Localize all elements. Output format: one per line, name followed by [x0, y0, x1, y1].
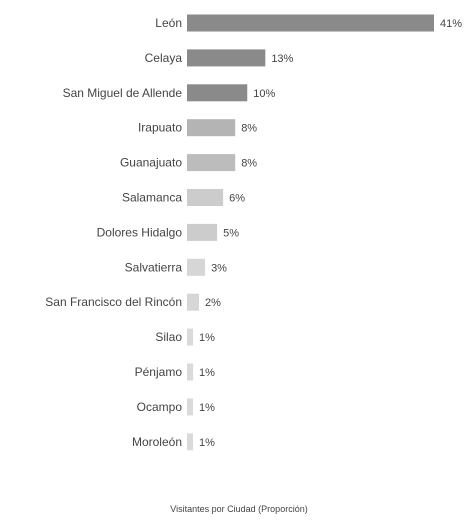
bar — [187, 433, 194, 451]
value-label: 1% — [199, 437, 215, 449]
bar — [187, 49, 266, 67]
x-axis-label: Visitantes por Ciudad (Proporción) — [170, 504, 307, 514]
category-label: San Francisco del Rincón — [45, 295, 182, 309]
value-label: 1% — [199, 332, 215, 344]
bar — [187, 84, 248, 102]
category-label: León — [155, 16, 182, 30]
bar — [187, 223, 218, 241]
bar — [187, 258, 206, 276]
category-label: Celaya — [145, 51, 183, 65]
bar — [187, 14, 434, 32]
bars-layer: León 41% Celaya 13% San Miguel de Allende 10%… — [45, 14, 462, 451]
bar — [187, 363, 194, 381]
category-label: Dolores Hidalgo — [97, 225, 183, 239]
value-label: 1% — [199, 367, 215, 379]
category-label: Moroleón — [132, 435, 182, 449]
value-label: 2% — [205, 297, 221, 309]
value-label: 3% — [211, 262, 227, 274]
category-label: Guanajuato — [120, 156, 182, 170]
value-label: 5% — [223, 227, 239, 239]
bar — [187, 328, 194, 346]
category-label: Irapuato — [138, 121, 182, 135]
bar — [187, 119, 236, 137]
value-label: 10% — [253, 88, 275, 100]
category-label: Pénjamo — [135, 365, 183, 379]
category-label: Salamanca — [122, 191, 182, 205]
value-label: 1% — [199, 402, 215, 414]
value-label: 41% — [440, 18, 462, 30]
bar — [187, 189, 224, 206]
bar — [187, 398, 194, 416]
bar — [187, 293, 200, 311]
category-label: San Miguel de Allende — [63, 86, 183, 100]
category-label: Salvatierra — [125, 260, 183, 274]
value-label: 8% — [241, 123, 257, 135]
value-label: 8% — [241, 158, 257, 170]
bar — [187, 154, 236, 172]
category-label: Ocampo — [137, 400, 183, 414]
value-label: 6% — [229, 193, 245, 205]
category-label: Silao — [155, 330, 182, 344]
value-label: 13% — [271, 53, 293, 65]
